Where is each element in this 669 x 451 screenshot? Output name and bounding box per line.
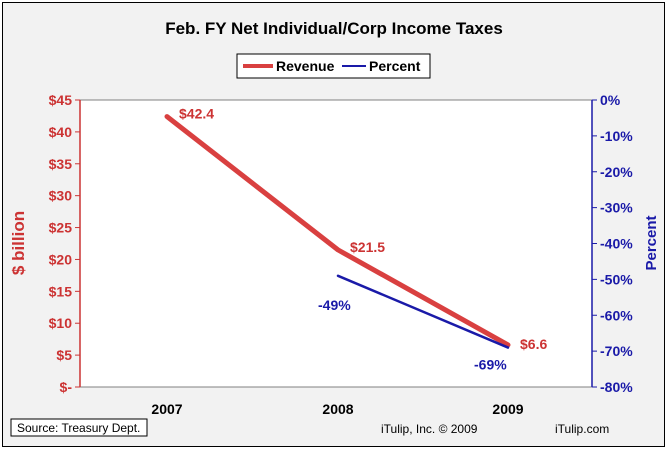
left-tick-label: $5 [56, 347, 72, 363]
right-tick-label: -20% [600, 164, 633, 180]
right-axis-ticks: 0% -10% -20% -30% -40% -50% -60% -70% -80% [592, 92, 633, 395]
right-tick-label: -60% [600, 307, 633, 323]
data-label-revenue: $21.5 [350, 239, 385, 255]
left-tick-label: $45 [49, 92, 73, 108]
data-labels: $42.4 $21.5 $6.6 -49% -69% [179, 106, 547, 373]
series-layer [164, 114, 511, 349]
left-tick-label: $15 [49, 283, 73, 299]
x-tick-label: 2009 [492, 401, 523, 417]
legend: Revenue Percent [236, 53, 431, 79]
series-line-revenue [164, 114, 511, 348]
data-label-revenue: $42.4 [179, 106, 214, 122]
source-box [10, 418, 148, 437]
left-axis-ticks: $- $5 $10 $15 $20 $25 $30 $35 $40 $45 [49, 92, 80, 395]
y-axis-left-label: $ billion [9, 211, 28, 275]
copyright-note: iTulip, Inc. © 2009 [381, 422, 478, 436]
right-tick-label: -10% [600, 128, 633, 144]
plot-area [79, 99, 593, 388]
left-tick-label: $10 [49, 315, 73, 331]
left-tick-label: $25 [49, 220, 73, 236]
data-label-percent: -69% [474, 357, 507, 373]
site-note: iTulip.com [555, 422, 609, 436]
right-tick-label: -70% [600, 343, 633, 359]
left-tick-label: $40 [49, 124, 73, 140]
legend-label-percent: Percent [369, 58, 421, 74]
chart-title: Feb. FY Net Individual/Corp Income Taxes [165, 19, 503, 38]
right-tick-label: -50% [600, 271, 633, 287]
right-tick-label: 0% [600, 92, 621, 108]
data-label-revenue: $6.6 [520, 336, 547, 352]
right-tick-label: -30% [600, 200, 633, 216]
right-tick-label: -80% [600, 379, 633, 395]
x-tick-label: 2007 [151, 401, 182, 417]
source-note: Source: Treasury Dept. [17, 421, 140, 435]
left-tick-label: $35 [49, 156, 73, 172]
left-tick-label: $20 [49, 251, 73, 267]
left-tick-label: $30 [49, 188, 73, 204]
y-axis-right-label: Percent [643, 215, 660, 270]
left-tick-label: $- [60, 379, 73, 395]
data-label-percent: -49% [318, 297, 351, 313]
legend-label-revenue: Revenue [276, 58, 335, 74]
x-tick-label: 2008 [322, 401, 353, 417]
x-axis-ticks: 2007 2008 2009 [151, 401, 523, 417]
series-line-percent [336, 274, 510, 349]
right-tick-label: -40% [600, 236, 633, 252]
